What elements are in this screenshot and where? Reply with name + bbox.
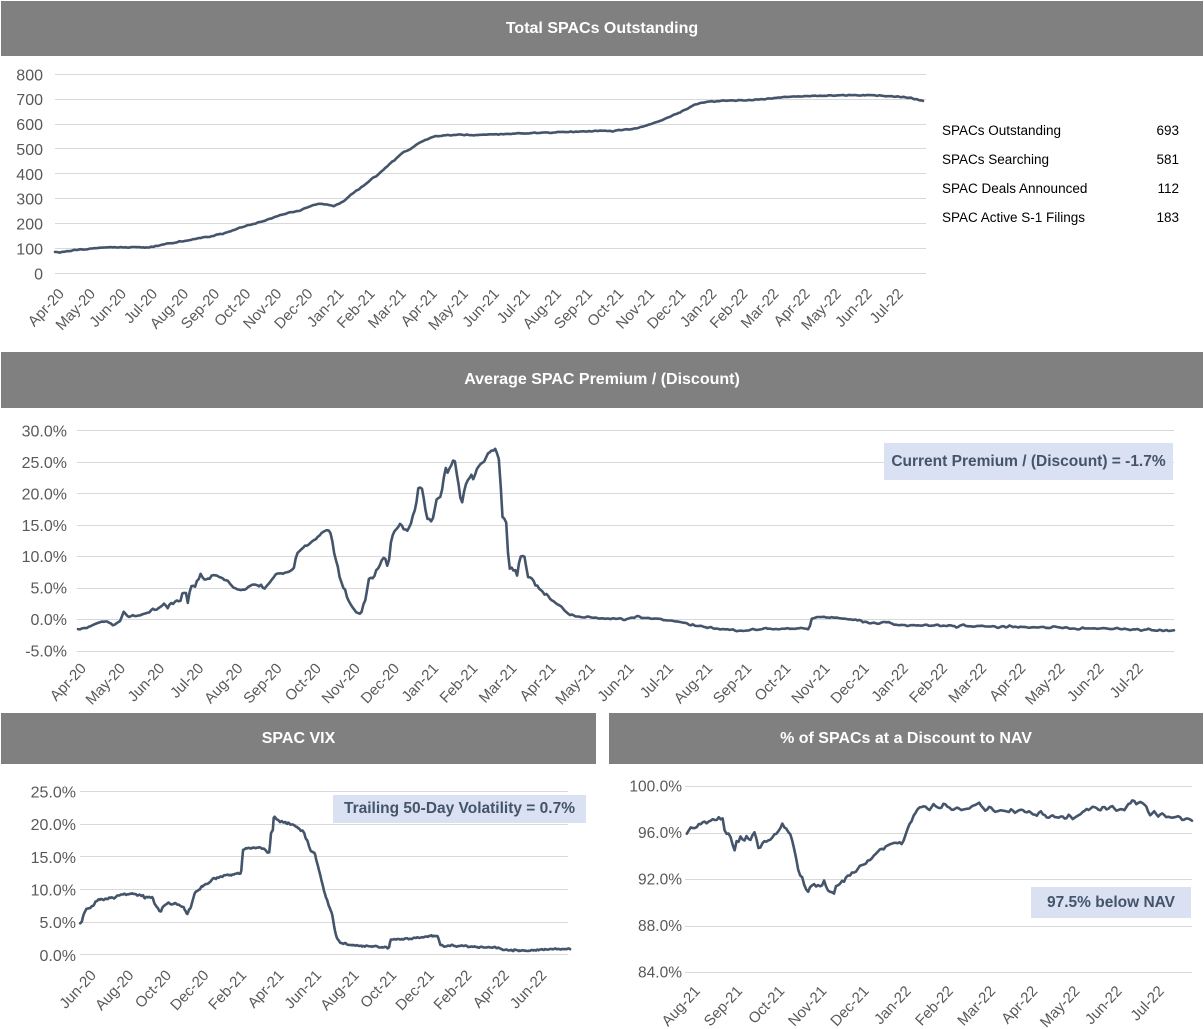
svg-text:Sep-21: Sep-21 bbox=[701, 983, 746, 1029]
svg-text:600: 600 bbox=[16, 117, 43, 134]
svg-text:84.0%: 84.0% bbox=[638, 965, 682, 982]
svg-text:100.0%: 100.0% bbox=[629, 779, 682, 796]
svg-text:500: 500 bbox=[16, 142, 43, 159]
svg-text:Oct-21: Oct-21 bbox=[751, 660, 794, 705]
svg-text:May-20: May-20 bbox=[82, 660, 129, 708]
svg-text:Jul-22: Jul-22 bbox=[1107, 660, 1147, 701]
svg-text:Aug-20: Aug-20 bbox=[201, 660, 246, 707]
svg-text:Jun-20: Jun-20 bbox=[56, 967, 100, 1012]
svg-text:May-21: May-21 bbox=[552, 660, 599, 708]
svg-text:Oct-21: Oct-21 bbox=[745, 983, 788, 1028]
svg-text:Jun-22: Jun-22 bbox=[1082, 983, 1126, 1028]
svg-text:92.0%: 92.0% bbox=[638, 872, 682, 889]
svg-text:Dec-20: Dec-20 bbox=[167, 967, 212, 1014]
svg-text:Dec-21: Dec-21 bbox=[827, 660, 872, 707]
svg-text:5.0%: 5.0% bbox=[31, 581, 67, 598]
svg-text:Feb-21: Feb-21 bbox=[436, 660, 481, 706]
svg-text:25.0%: 25.0% bbox=[22, 455, 67, 472]
svg-text:0: 0 bbox=[34, 266, 43, 283]
svg-text:Apr-22: Apr-22 bbox=[470, 967, 513, 1012]
svg-text:Jun-22: Jun-22 bbox=[1064, 660, 1108, 705]
svg-text:Dec-21: Dec-21 bbox=[827, 983, 872, 1029]
svg-text:Jan-22: Jan-22 bbox=[868, 660, 912, 705]
svg-text:Jan-21: Jan-21 bbox=[399, 660, 443, 705]
svg-text:200: 200 bbox=[16, 217, 43, 234]
svg-text:Jul-22: Jul-22 bbox=[1127, 983, 1167, 1024]
svg-text:Nov-21: Nov-21 bbox=[785, 983, 830, 1029]
svg-text:Dec-20: Dec-20 bbox=[358, 660, 403, 707]
svg-text:15.0%: 15.0% bbox=[31, 850, 76, 867]
svg-text:96.0%: 96.0% bbox=[638, 825, 682, 842]
svg-text:20.0%: 20.0% bbox=[31, 817, 76, 834]
svg-text:Apr-21: Apr-21 bbox=[244, 967, 287, 1012]
svg-text:Nov-21: Nov-21 bbox=[788, 660, 833, 707]
svg-text:15.0%: 15.0% bbox=[22, 518, 67, 535]
svg-text:Sep-21: Sep-21 bbox=[710, 660, 755, 707]
svg-text:30.0%: 30.0% bbox=[22, 424, 67, 441]
svg-text:Jun-20: Jun-20 bbox=[125, 660, 169, 705]
svg-text:Feb-22: Feb-22 bbox=[430, 967, 475, 1013]
svg-text:400: 400 bbox=[16, 167, 43, 184]
svg-text:Dec-21: Dec-21 bbox=[392, 967, 437, 1014]
svg-text:Jul-22: Jul-22 bbox=[867, 286, 907, 327]
svg-text:May-22: May-22 bbox=[1022, 660, 1069, 708]
svg-text:300: 300 bbox=[16, 192, 43, 209]
svg-text:Oct-20: Oct-20 bbox=[282, 660, 325, 705]
svg-text:Mar-22: Mar-22 bbox=[954, 983, 999, 1029]
svg-text:Mar-22: Mar-22 bbox=[945, 660, 990, 706]
svg-text:Sep-20: Sep-20 bbox=[240, 660, 285, 707]
svg-text:Aug-21: Aug-21 bbox=[671, 660, 716, 707]
svg-text:Nov-20: Nov-20 bbox=[319, 660, 364, 707]
svg-text:Feb-22: Feb-22 bbox=[906, 660, 951, 706]
svg-text:Aug-20: Aug-20 bbox=[92, 967, 137, 1014]
svg-text:Apr-22: Apr-22 bbox=[998, 983, 1041, 1028]
svg-text:100: 100 bbox=[16, 242, 43, 259]
svg-text:Jan-22: Jan-22 bbox=[871, 983, 915, 1028]
svg-text:-5.0%: -5.0% bbox=[25, 644, 67, 661]
svg-text:88.0%: 88.0% bbox=[638, 918, 682, 935]
svg-text:25.0%: 25.0% bbox=[31, 784, 76, 801]
svg-text:10.0%: 10.0% bbox=[22, 549, 67, 566]
svg-text:Feb-22: Feb-22 bbox=[912, 983, 957, 1029]
svg-text:Jun-21: Jun-21 bbox=[594, 660, 638, 705]
svg-text:800: 800 bbox=[16, 67, 43, 84]
svg-text:0.0%: 0.0% bbox=[31, 612, 67, 629]
svg-text:Jun-21: Jun-21 bbox=[281, 967, 325, 1012]
svg-text:May-22: May-22 bbox=[1037, 983, 1084, 1029]
svg-text:700: 700 bbox=[16, 92, 43, 109]
svg-text:10.0%: 10.0% bbox=[31, 883, 76, 900]
svg-text:Aug-21: Aug-21 bbox=[317, 967, 362, 1014]
svg-text:Jun-22: Jun-22 bbox=[507, 967, 551, 1012]
svg-text:Aug-21: Aug-21 bbox=[659, 983, 704, 1029]
svg-text:20.0%: 20.0% bbox=[22, 486, 67, 503]
svg-text:Mar-21: Mar-21 bbox=[476, 660, 521, 706]
svg-text:Feb-21: Feb-21 bbox=[205, 967, 250, 1013]
svg-text:0.0%: 0.0% bbox=[40, 948, 76, 965]
svg-text:5.0%: 5.0% bbox=[40, 915, 76, 932]
